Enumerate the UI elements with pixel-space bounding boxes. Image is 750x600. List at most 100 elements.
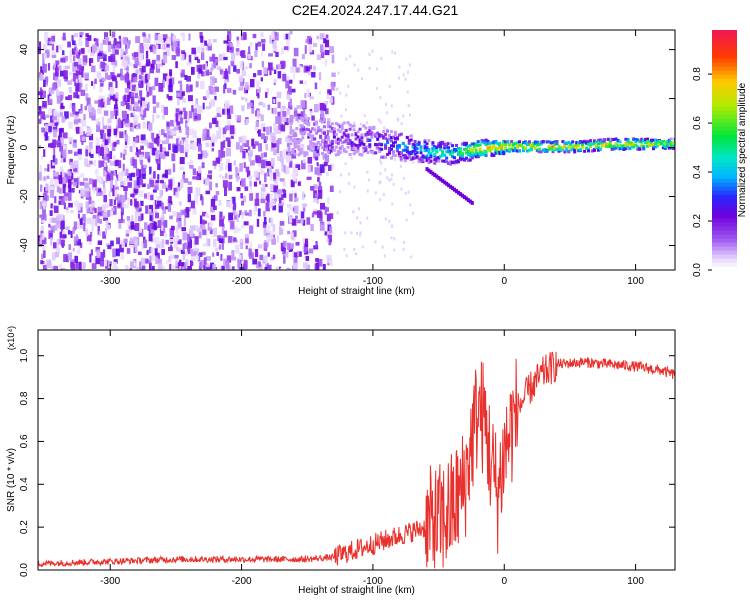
noise-speckle xyxy=(49,178,54,184)
signal-cell xyxy=(425,154,429,158)
noise-speckle xyxy=(68,94,72,101)
signal-cell xyxy=(378,147,382,151)
noise-speckle xyxy=(261,39,266,43)
noise-speckle xyxy=(219,265,222,270)
noise-speckle xyxy=(38,47,41,55)
noise-speckle xyxy=(108,167,111,173)
noise-speckle xyxy=(173,254,179,259)
signal-cell xyxy=(657,139,661,143)
y-tick-label: 20 xyxy=(19,93,30,105)
signal-cell xyxy=(646,137,650,141)
noise-speckle xyxy=(244,212,249,216)
signal-cell xyxy=(334,122,338,125)
noise-speckle xyxy=(73,236,76,245)
noise-speckle xyxy=(163,38,167,43)
signal-cell xyxy=(514,149,518,152)
noise-speckle xyxy=(267,104,271,111)
signal-cell xyxy=(510,140,514,144)
x-tick-label: -200 xyxy=(232,576,252,587)
noise-speckle xyxy=(317,210,322,218)
signal-cell xyxy=(427,149,431,153)
noise-speckle xyxy=(315,241,318,249)
noise-speckle xyxy=(162,220,168,228)
noise-speckle xyxy=(324,59,328,67)
signal-cell xyxy=(360,133,364,137)
noise-speckle xyxy=(103,259,107,266)
noise-speckle xyxy=(170,33,174,42)
noise-speckle xyxy=(403,146,406,150)
signal-cell xyxy=(395,149,399,153)
signal-cell xyxy=(315,143,319,146)
noise-speckle xyxy=(162,265,165,270)
signal-cell xyxy=(624,147,628,151)
noise-speckle xyxy=(138,251,142,255)
noise-speckle xyxy=(313,198,318,203)
noise-speckle xyxy=(43,200,46,210)
noise-speckle xyxy=(43,127,48,137)
signal-cell xyxy=(362,150,366,154)
noise-speckle xyxy=(120,253,124,260)
noise-speckle xyxy=(211,87,216,91)
noise-speckle xyxy=(231,52,236,61)
noise-speckle xyxy=(65,96,70,100)
noise-speckle xyxy=(344,162,347,166)
noise-speckle xyxy=(212,142,215,147)
signal-cell xyxy=(429,154,433,158)
noise-speckle xyxy=(138,228,144,237)
signal-cell xyxy=(299,151,303,155)
signal-cell xyxy=(636,138,640,142)
noise-speckle xyxy=(183,217,186,227)
noise-speckle xyxy=(69,71,73,76)
signal-cell xyxy=(417,157,421,161)
signal-cell xyxy=(518,149,521,153)
noise-speckle xyxy=(227,45,230,52)
noise-speckle xyxy=(279,268,283,270)
signal-cell xyxy=(417,142,421,146)
noise-speckle xyxy=(58,44,63,51)
signal-cell xyxy=(474,144,478,147)
noise-speckle xyxy=(83,56,86,60)
noise-speckle xyxy=(181,227,186,232)
signal-cell xyxy=(382,155,386,159)
noise-speckle xyxy=(272,223,276,232)
signal-cell xyxy=(344,139,348,143)
signal-cell xyxy=(342,148,346,151)
noise-speckle xyxy=(283,193,287,198)
noise-speckle xyxy=(245,88,249,93)
colorbar-segment xyxy=(712,198,737,203)
signal-cell xyxy=(553,140,557,144)
noise-speckle xyxy=(226,255,232,263)
noise-speckle xyxy=(127,40,130,48)
signal-cell xyxy=(435,146,439,150)
noise-speckle xyxy=(153,208,158,213)
noise-speckle xyxy=(194,103,200,108)
signal-cell xyxy=(472,154,476,157)
noise-speckle xyxy=(288,205,293,211)
noise-speckle xyxy=(99,219,103,224)
noise-speckle xyxy=(181,137,186,142)
signal-cell xyxy=(522,141,525,145)
noise-speckle xyxy=(240,193,243,199)
noise-speckle xyxy=(293,47,299,57)
noise-speckle xyxy=(190,200,195,209)
noise-speckle xyxy=(166,121,170,129)
signal-cell xyxy=(380,143,384,147)
noise-speckle xyxy=(76,204,81,211)
noise-speckle xyxy=(227,120,231,127)
noise-speckle xyxy=(313,184,318,190)
noise-speckle xyxy=(206,129,210,138)
noise-speckle xyxy=(102,180,106,190)
signal-cell xyxy=(636,145,640,149)
noise-speckle xyxy=(272,143,277,148)
noise-speckle xyxy=(269,70,272,76)
signal-cell xyxy=(652,143,655,146)
noise-speckle xyxy=(139,43,144,47)
signal-cell xyxy=(397,144,401,148)
noise-speckle xyxy=(274,32,279,41)
noise-speckle xyxy=(90,153,94,158)
noise-speckle xyxy=(85,93,89,101)
noise-speckle xyxy=(210,143,213,147)
noise-speckle xyxy=(118,172,123,181)
signal-cell xyxy=(598,141,602,145)
noise-speckle xyxy=(169,69,173,76)
